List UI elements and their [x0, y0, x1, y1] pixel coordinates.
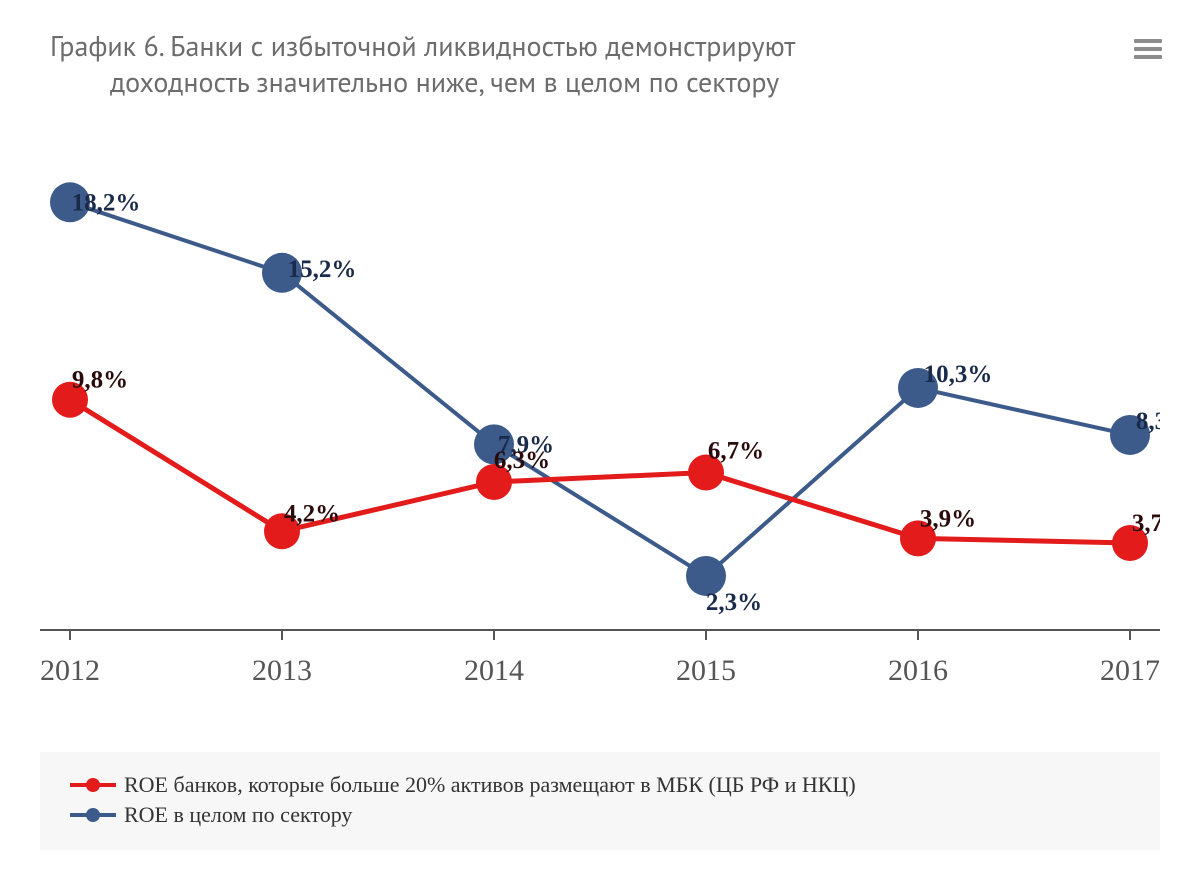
chart-title: График 6. Банки с избыточной ликвидность… [50, 28, 1030, 101]
data-label-excess: 3,9% [920, 505, 976, 532]
x-tick-label: 2013 [252, 654, 312, 687]
data-label-sector: 18,2% [72, 189, 141, 216]
chart-title-line2: доходность значительно ниже, чем в целом… [50, 64, 1030, 100]
data-label-sector: 8,3% [1136, 408, 1160, 435]
data-label-excess: 6,7% [708, 438, 764, 465]
legend-item-sector[interactable]: ROE в целом по сектору [70, 802, 1130, 828]
legend-label-excess: ROE банков, которые больше 20% активов р… [124, 772, 856, 798]
legend-item-excess[interactable]: ROE банков, которые больше 20% активов р… [70, 772, 1130, 798]
plot-svg: 20122013201420152016201718,2%15,2%7,9%2,… [40, 150, 1160, 730]
data-label-sector: 10,3% [924, 361, 993, 388]
x-tick-label: 2012 [40, 654, 100, 687]
data-label-excess: 4,2% [284, 500, 340, 527]
legend: ROE банков, которые больше 20% активов р… [40, 752, 1160, 850]
data-label-excess: 9,8% [72, 367, 128, 394]
x-tick-label: 2015 [676, 654, 736, 687]
data-label-sector: 2,3% [706, 589, 762, 616]
x-tick-label: 2014 [464, 654, 524, 687]
chart-container: График 6. Банки с избыточной ликвидность… [0, 0, 1202, 880]
legend-label-sector: ROE в целом по сектору [124, 802, 352, 828]
legend-swatch-sector [70, 806, 116, 824]
plot-area: 20122013201420152016201718,2%15,2%7,9%2,… [40, 150, 1160, 670]
data-label-excess: 6,3% [494, 447, 550, 474]
data-label-sector: 15,2% [288, 256, 357, 283]
data-label-excess: 3,7% [1132, 510, 1160, 537]
legend-swatch-excess [70, 776, 116, 794]
x-tick-label: 2017 [1100, 654, 1160, 687]
chart-menu-icon[interactable] [1134, 35, 1162, 57]
x-tick-label: 2016 [888, 654, 948, 687]
chart-title-line1: График 6. Банки с избыточной ликвидность… [50, 28, 1030, 64]
